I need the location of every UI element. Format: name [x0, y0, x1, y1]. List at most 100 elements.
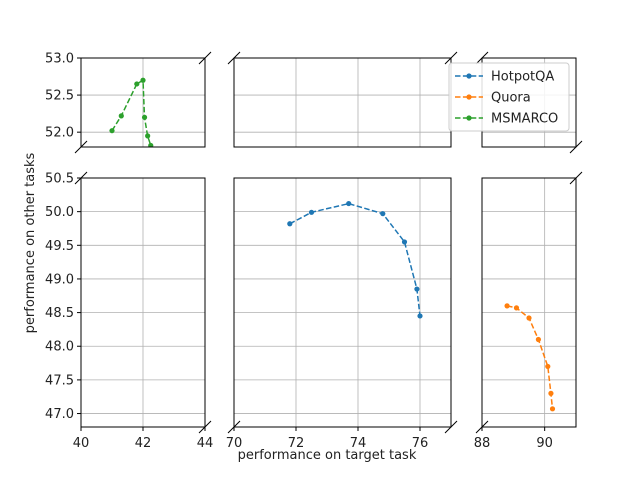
data-point-msmarco — [109, 128, 115, 134]
series-line-quora — [507, 384, 552, 480]
y-tick-label: 49.0 — [45, 272, 74, 287]
data-point-hotpotqa — [380, 280, 385, 285]
data-point-quora — [526, 395, 531, 400]
series-line-hotpotqa — [0, 204, 106, 316]
x-tick-label: 72 — [288, 436, 305, 451]
data-point-msmarco — [109, 73, 114, 78]
x-tick-label: 40 — [73, 436, 90, 451]
data-point-msmarco — [141, 114, 148, 120]
data-point-hotpotqa — [402, 311, 407, 316]
y-tick-label: 49.5 — [45, 239, 74, 254]
y-tick-label: 52.5 — [45, 89, 74, 104]
tick-layer: 40 42 44 70 72 74 76 88 90 52.0 52.5 53.0 47.0 47.5 48… — [45, 52, 553, 452]
legend-label-hotpotqa: HotpotQA — [491, 70, 554, 85]
x-axis-label: performance on target task — [238, 448, 417, 463]
data-point-msmarco — [118, 113, 124, 119]
y-tick-label: 47.5 — [45, 373, 74, 388]
panel-r1-c2-frame — [481, 177, 577, 428]
panel-r0-c0-frame — [80, 57, 206, 148]
series-line-msmarco — [111, 78, 152, 146]
data-point-quora — [504, 382, 509, 387]
legend: HotpotQA Quora MSMARCO — [448, 62, 570, 132]
panel-r0-c0-plot — [109, 77, 154, 147]
break-layer — [74, 51, 583, 434]
y-tick-label: 50.0 — [45, 205, 74, 220]
data-point-quora — [504, 303, 510, 309]
y-tick-label: 50.5 — [45, 172, 74, 187]
axis-break-mark — [198, 51, 212, 65]
axis-break-mark — [569, 140, 583, 154]
data-point-hotpotqa — [100, 286, 105, 291]
axis-break-mark — [227, 420, 241, 434]
panel-r0-c1-frame — [233, 57, 452, 148]
data-point-quora — [535, 336, 542, 343]
y-tick-label: 52.0 — [45, 126, 74, 141]
axis-break-mark — [569, 171, 583, 185]
data-point-hotpotqa — [88, 311, 93, 316]
data-point-hotpotqa — [103, 393, 108, 398]
data-point-hotpotqa — [346, 269, 351, 274]
x-tick-label: 76 — [412, 436, 429, 451]
axis-break-mark — [74, 171, 88, 185]
data-point-quora — [548, 390, 554, 396]
x-tick-label: 70 — [226, 436, 243, 451]
data-point-quora — [513, 305, 520, 311]
y-tick-label: 48.5 — [45, 306, 74, 321]
data-point-hotpotqa — [308, 209, 315, 215]
data-point-msmarco — [148, 142, 154, 147]
panel-r1-c1-plot — [287, 200, 423, 319]
x-tick-label: 74 — [350, 436, 367, 451]
data-point-quora — [536, 419, 541, 424]
axis-break-mark — [475, 51, 489, 65]
axis-break-mark — [227, 51, 241, 65]
data-point-hotpotqa — [417, 313, 423, 319]
x-tick-label: 44 — [197, 436, 214, 451]
data-point-msmarco — [134, 31, 139, 36]
x-tick-label: 90 — [536, 436, 553, 451]
x-tick-label: 88 — [474, 436, 491, 451]
y-axis-label: performance on other tasks — [23, 152, 38, 333]
data-point-hotpotqa — [414, 363, 419, 368]
data-point-msmarco — [145, 78, 150, 83]
data-point-hotpotqa — [309, 279, 314, 284]
data-point-quora — [549, 406, 556, 412]
series-layer — [0, 27, 556, 480]
series-line-hotpotqa — [290, 272, 420, 396]
data-point-msmarco — [140, 27, 145, 32]
legend-marker-quora — [466, 94, 472, 100]
data-point-hotpotqa — [287, 291, 292, 296]
data-point-hotpotqa — [88, 239, 93, 244]
data-point-hotpotqa — [414, 286, 420, 292]
data-point-msmarco — [145, 133, 151, 139]
data-point-msmarco — [119, 60, 124, 65]
y-tick-label: 53.0 — [45, 52, 74, 67]
axis-break-mark — [444, 420, 458, 434]
legend-label-quora: Quora — [491, 91, 531, 106]
axis-break-mark — [444, 51, 458, 65]
axis-break-mark — [198, 420, 212, 434]
data-point-msmarco — [134, 81, 140, 87]
panel-r1-c2-plot — [0, 204, 556, 412]
data-point-quora — [545, 363, 551, 370]
data-point-hotpotqa — [380, 211, 386, 217]
legend-marker-msmarco — [466, 115, 472, 121]
legend-label-msmarco: MSMARCO — [491, 112, 558, 127]
x-tick-label: 42 — [135, 436, 152, 451]
legend-frame — [448, 62, 570, 132]
y-tick-label: 48.0 — [45, 340, 74, 355]
legend-marker-hotpotqa — [466, 73, 472, 79]
axis-break-mark — [74, 140, 88, 154]
data-point-quora — [514, 384, 519, 389]
data-point-hotpotqa — [346, 200, 352, 207]
y-tick-label: 47.0 — [45, 407, 74, 422]
data-point-msmarco — [148, 87, 153, 92]
panel-r1-c1-frame — [233, 177, 452, 428]
data-point-hotpotqa — [401, 239, 408, 245]
axis-break-mark — [475, 420, 489, 434]
series-line-hotpotqa — [289, 202, 421, 317]
data-point-hotpotqa — [103, 313, 108, 318]
series-line-quora — [506, 305, 554, 409]
data-point-hotpotqa — [100, 363, 105, 368]
data-point-msmarco — [140, 77, 146, 83]
